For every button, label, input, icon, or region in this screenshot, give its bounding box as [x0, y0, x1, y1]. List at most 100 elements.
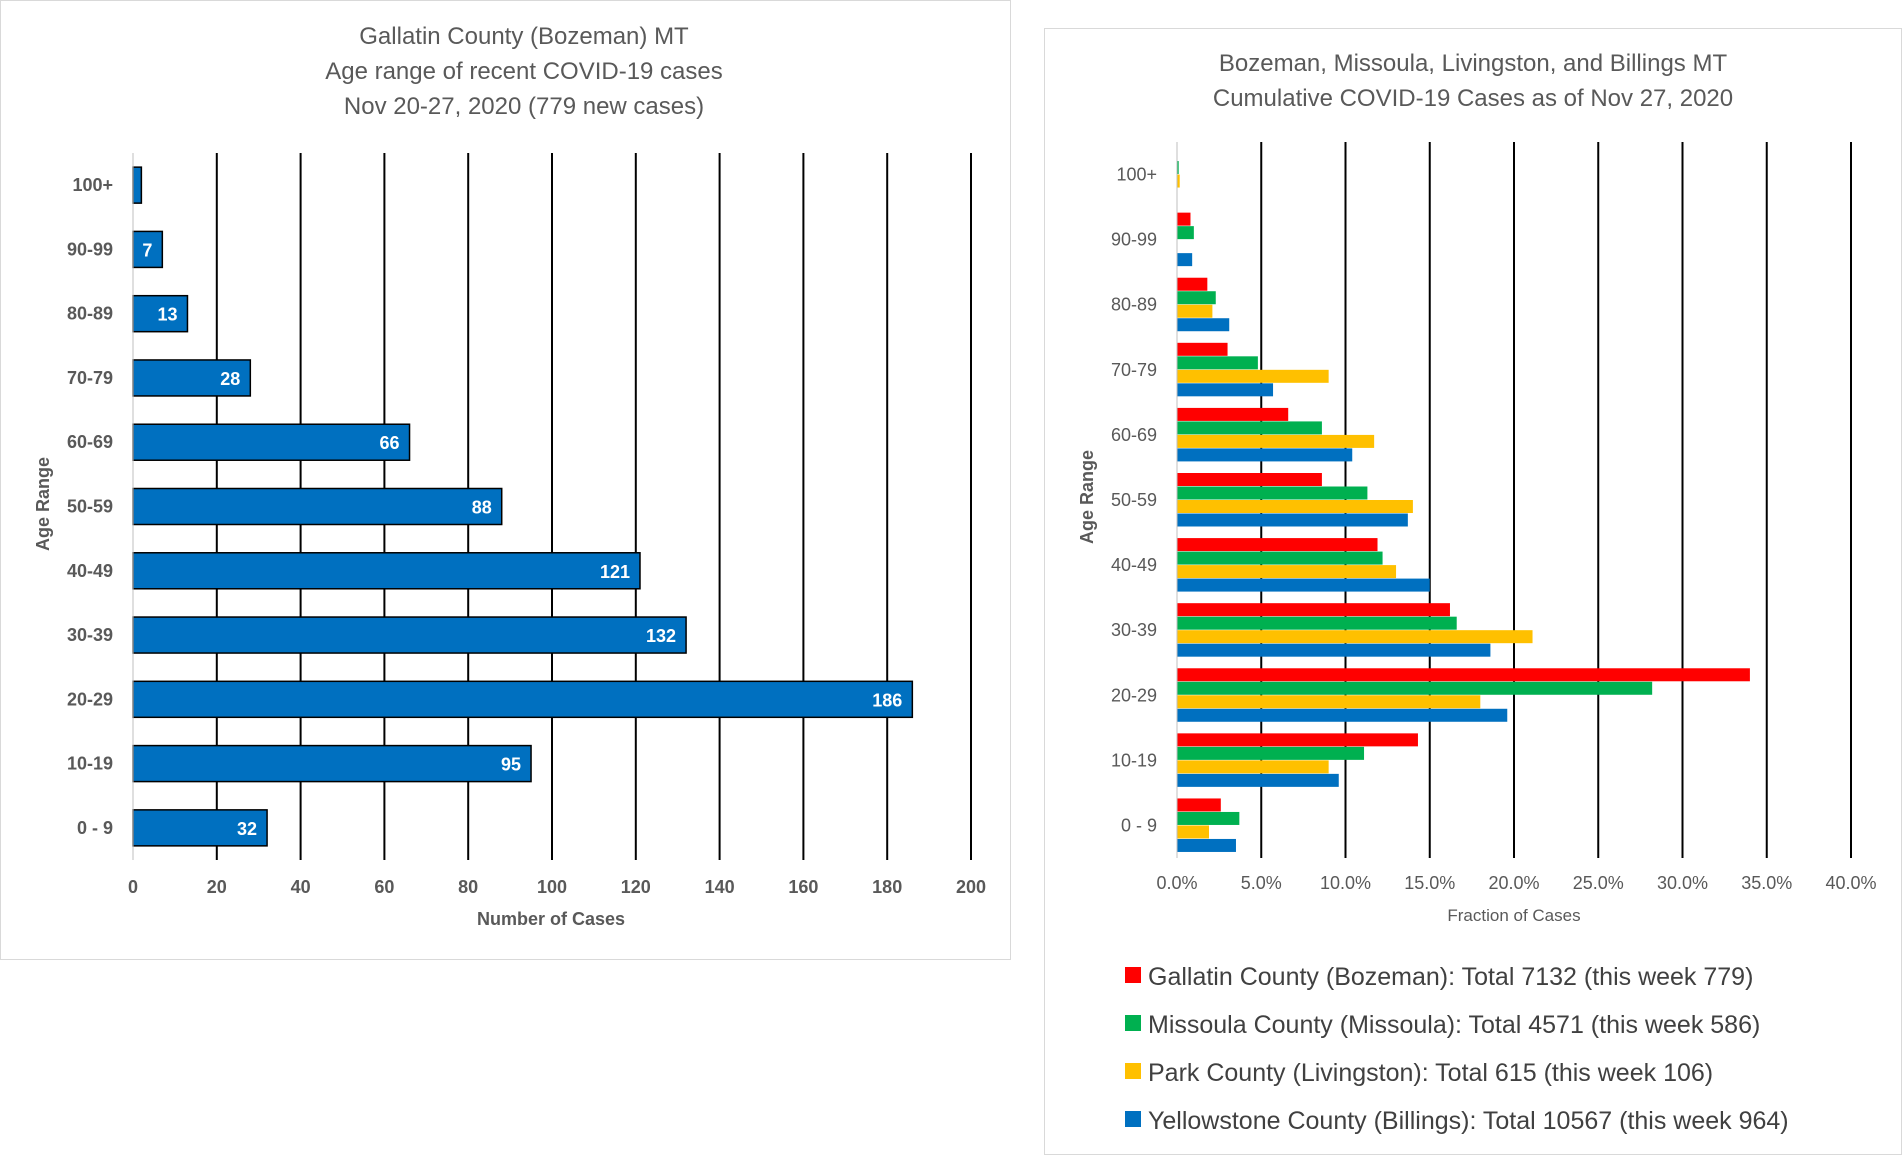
x-tick-label: 140	[705, 877, 735, 897]
data-label: 95	[501, 755, 521, 775]
y-tick-label: 60-69	[67, 432, 113, 452]
left-chart-panel	[0, 0, 1011, 960]
bar-series-1	[1177, 538, 1378, 552]
x-tick-label: 100	[537, 877, 567, 897]
data-label: 121	[600, 562, 630, 582]
legend-label: Park County (Livingston): Total 615 (thi…	[1148, 1059, 1713, 1087]
bar	[132, 487, 503, 526]
data-label: 32	[237, 819, 257, 839]
x-axis-title: Fraction of Cases	[1447, 906, 1580, 925]
y-tick-label: 70-79	[67, 368, 113, 388]
bar-series-2	[1177, 486, 1368, 500]
y-tick-label: 60-69	[1111, 425, 1157, 445]
chart-title-line: Age range of recent COVID-19 cases	[325, 58, 723, 85]
y-tick-label: 30-39	[67, 625, 113, 645]
legend-swatch	[1125, 1063, 1141, 1079]
y-tick-label: 80-89	[67, 304, 113, 324]
bar-series-3	[1177, 565, 1397, 579]
bar-series-2	[1177, 421, 1322, 435]
data-label: 7	[142, 240, 152, 260]
x-tick-label: 15.0%	[1404, 873, 1455, 893]
y-tick-label: 50-59	[1111, 490, 1157, 510]
x-axis-title: Number of Cases	[477, 909, 625, 929]
legend-swatch	[1125, 1015, 1141, 1031]
bar-series-2	[1177, 681, 1653, 695]
data-label: 13	[157, 305, 177, 325]
x-tick-label: 5.0%	[1241, 873, 1282, 893]
y-tick-label: 0 - 9	[77, 818, 113, 838]
x-tick-label: 40.0%	[1825, 873, 1876, 893]
bar-series-3	[1177, 825, 1210, 839]
x-tick-label: 20.0%	[1488, 873, 1539, 893]
y-tick-label: 90-99	[67, 239, 113, 259]
x-tick-label: 180	[872, 877, 902, 897]
bar	[132, 423, 411, 461]
y-tick-label: 10-19	[1111, 750, 1157, 770]
y-tick-label: 40-49	[1111, 555, 1157, 575]
x-tick-label: 60	[374, 877, 394, 897]
bar-series-2	[1177, 226, 1194, 240]
bar	[132, 166, 143, 204]
bar-series-4	[1177, 448, 1353, 462]
data-label: 132	[646, 626, 676, 646]
bar-series-1	[1177, 473, 1322, 486]
bar-series-1	[1177, 733, 1418, 747]
y-tick-label: 100+	[1116, 165, 1157, 185]
chart-title-line: Cumulative COVID-19 Cases as of Nov 27, …	[1213, 85, 1733, 112]
legend-label: Yellowstone County (Billings): Total 105…	[1148, 1107, 1789, 1135]
bar-series-3	[1177, 369, 1329, 383]
bar-series-3	[1177, 760, 1329, 774]
y-tick-label: 50-59	[67, 497, 113, 517]
x-tick-label: 10.0%	[1320, 873, 1371, 893]
bar-series-2	[1177, 746, 1365, 760]
y-tick-label: 10-19	[67, 754, 113, 774]
bar-series-3	[1177, 500, 1413, 513]
y-tick-label: 40-49	[67, 561, 113, 581]
y-axis-title: Age Range	[1077, 450, 1097, 544]
y-tick-label: 0 - 9	[1121, 815, 1157, 835]
bar-series-1	[1177, 212, 1191, 226]
legend-swatch	[1125, 967, 1141, 983]
x-tick-label: 30.0%	[1657, 873, 1708, 893]
chart-title-line: Gallatin County (Bozeman) MT	[359, 23, 689, 50]
data-label: 28	[220, 369, 240, 389]
y-tick-label: 80-89	[1111, 295, 1157, 315]
bar-series-2	[1177, 291, 1216, 305]
bar-series-2	[1177, 161, 1179, 175]
legend-label: Gallatin County (Bozeman): Total 7132 (t…	[1148, 963, 1753, 991]
x-tick-label: 20	[207, 877, 227, 897]
bar-series-3	[1177, 434, 1375, 448]
x-tick-label: 0	[128, 877, 138, 897]
bar-series-4	[1177, 513, 1408, 527]
x-tick-label: 35.0%	[1741, 873, 1792, 893]
bar-series-4	[1177, 643, 1491, 657]
y-tick-label: 20-29	[1111, 685, 1157, 705]
bar	[132, 616, 687, 654]
bar-series-2	[1177, 616, 1457, 630]
bar-series-3	[1177, 695, 1481, 709]
bar-series-4	[1177, 383, 1274, 397]
data-label: 186	[872, 690, 902, 710]
legend-swatch	[1125, 1111, 1141, 1127]
right-chart: Bozeman, Missoula, Livingston, and Billi…	[1077, 50, 1877, 1135]
y-tick-label: 30-39	[1111, 620, 1157, 640]
bar-series-4	[1177, 773, 1339, 787]
bar-series-1	[1177, 668, 1750, 682]
bar-series-3	[1177, 174, 1180, 188]
x-tick-label: 40	[291, 877, 311, 897]
x-tick-label: 120	[621, 877, 651, 897]
x-tick-label: 0.0%	[1156, 873, 1197, 893]
data-label: 66	[380, 433, 400, 453]
bar-series-4	[1177, 318, 1230, 332]
bar-series-4	[1177, 253, 1193, 267]
bar-series-3	[1177, 630, 1533, 644]
bar-series-1	[1177, 277, 1208, 291]
y-tick-label: 70-79	[1111, 360, 1157, 380]
y-tick-label: 20-29	[67, 689, 113, 709]
bar-series-1	[1177, 798, 1221, 812]
bar-series-1	[1177, 407, 1289, 421]
bar-series-2	[1177, 356, 1258, 370]
x-tick-label: 160	[788, 877, 818, 897]
bar-series-2	[1177, 551, 1383, 565]
